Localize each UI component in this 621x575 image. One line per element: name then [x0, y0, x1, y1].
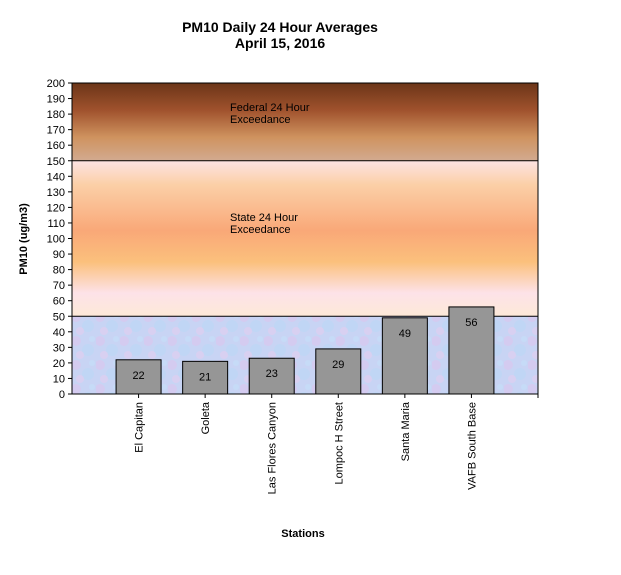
data-label: 49 — [399, 328, 411, 340]
band-label: State 24 Hour — [230, 212, 298, 224]
category-label: Santa Maria — [400, 401, 412, 461]
y-tick-label: 90 — [53, 249, 65, 261]
data-label: 29 — [332, 359, 344, 371]
y-axis-label: PM10 (ug/m3) — [18, 203, 30, 275]
y-tick-label: 130 — [47, 187, 65, 199]
category-label: VAFB South Base — [466, 402, 478, 490]
federal-exceedance-band — [72, 83, 538, 161]
y-tick-label: 160 — [47, 140, 65, 152]
y-tick-label: 30 — [53, 342, 65, 354]
y-tick-label: 110 — [47, 218, 65, 230]
y-tick-label: 70 — [53, 280, 65, 292]
y-tick-label: 100 — [47, 234, 65, 246]
band-label: Federal 24 Hour — [230, 102, 310, 114]
bar-el-capitan: 22 — [115, 359, 162, 395]
y-tick-label: 120 — [47, 202, 65, 214]
y-tick-label: 140 — [47, 171, 65, 183]
y-tick-label: 60 — [53, 296, 65, 308]
y-tick-label: 150 — [47, 156, 65, 168]
y-tick-label: 180 — [47, 109, 65, 121]
category-label: Goleta — [200, 401, 212, 434]
category-label: Lompoc H Street — [333, 402, 345, 485]
y-tick-label: 80 — [53, 265, 65, 277]
bar-lompoc-h-street: 29 — [315, 348, 362, 395]
state-exceedance-band — [72, 160, 538, 317]
y-tick-label: 20 — [53, 358, 65, 370]
bar-las-flores-canyon: 23 — [248, 357, 295, 395]
category-label: Las Flores Canyon — [267, 402, 279, 494]
x-axis-label: Stations — [281, 528, 325, 540]
data-label: 21 — [199, 371, 211, 383]
chart-title: PM10 Daily 24 Hour Averages — [182, 19, 378, 35]
bar-vafb-south-base: 56 — [448, 306, 495, 395]
band-label: Exceedance — [230, 114, 291, 126]
band-label: Exceedance — [230, 224, 291, 236]
data-label: 22 — [132, 370, 144, 382]
category-label: El Capitan — [134, 402, 146, 453]
y-tick-label: 10 — [53, 373, 65, 385]
y-tick-label: 170 — [47, 125, 65, 137]
y-tick-label: 0 — [59, 389, 65, 401]
chart-subtitle: April 15, 2016 — [234, 35, 326, 51]
y-tick-label: 50 — [53, 311, 65, 323]
bar-santa-maria: 49 — [381, 317, 428, 395]
y-tick-label: 40 — [53, 327, 65, 339]
y-tick-label: 200 — [47, 78, 65, 90]
y-tick-label: 190 — [47, 94, 65, 106]
data-label: 56 — [465, 317, 477, 329]
bar-goleta: 21 — [182, 360, 229, 395]
data-label: 23 — [266, 368, 278, 380]
